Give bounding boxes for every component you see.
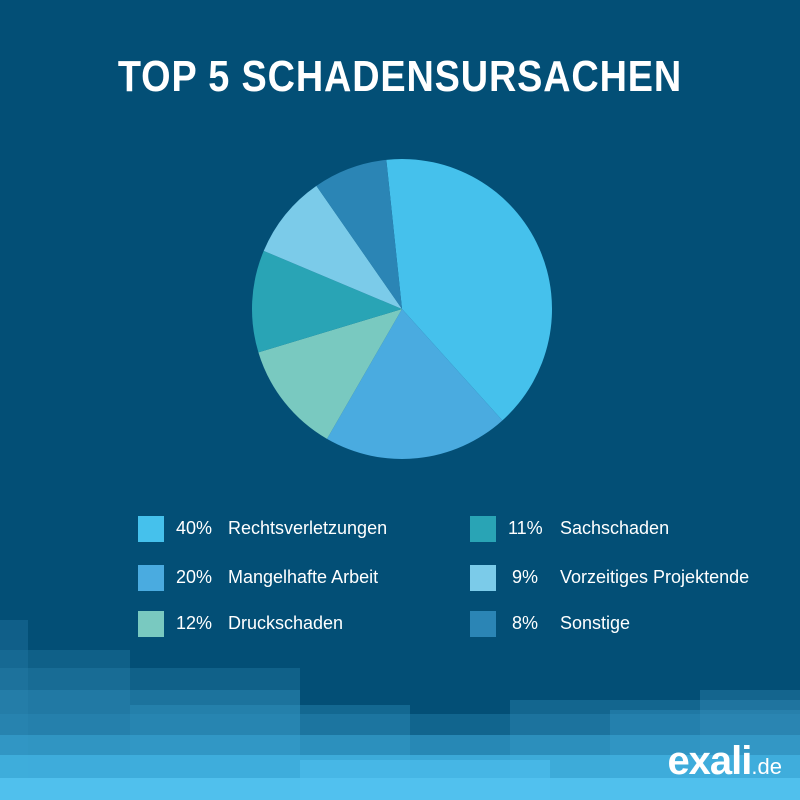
legend-swatch <box>138 611 164 637</box>
legend-swatch <box>470 565 496 591</box>
logo-wordmark: exali <box>667 739 752 783</box>
legend-label: Vorzeitiges Projektende <box>560 567 750 587</box>
legend-label: Sonstige <box>560 613 631 633</box>
pie-slice-mangelhafte-arbeit <box>327 309 503 459</box>
exali-logo: exali.de <box>667 739 782 784</box>
legend-label: Sachschaden <box>560 518 670 538</box>
legend-label: Rechtsverletzungen <box>228 518 388 538</box>
pie-slice-sachschaden <box>252 250 402 353</box>
pie-chart <box>252 159 552 459</box>
pie-slice-sonstige <box>316 159 402 309</box>
legend-percent: 9% <box>512 567 539 587</box>
chart-title: TOP 5 SCHADENSURSACHEN <box>117 52 683 101</box>
legend-percent: 40% <box>176 518 213 538</box>
legend-swatch <box>138 516 164 542</box>
legend-swatch <box>138 565 164 591</box>
pie-slice-druckschaden <box>258 309 402 439</box>
decorative-footer-blocks <box>0 620 800 800</box>
legend-label: Druckschaden <box>228 613 344 633</box>
pie-slice-rechtsverletzungen <box>386 159 552 421</box>
legend-swatch <box>470 611 496 637</box>
legend-percent: 11% <box>508 518 543 538</box>
legend-percent: 20% <box>176 567 213 587</box>
legend-label: Mangelhafte Arbeit <box>228 567 379 587</box>
legend-swatch <box>470 516 496 542</box>
legend-percent: 8% <box>512 613 539 633</box>
logo-tld: .de <box>751 754 782 779</box>
pie-slice-vorzeitiges-projektende <box>263 185 402 309</box>
legend-percent: 12% <box>176 613 213 633</box>
